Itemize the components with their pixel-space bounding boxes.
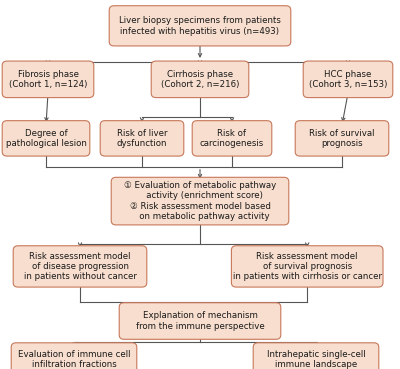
FancyBboxPatch shape <box>111 177 289 225</box>
Text: Fibrosis phase
(Cohort 1, n=124): Fibrosis phase (Cohort 1, n=124) <box>9 70 87 89</box>
Text: Risk assessment model
of survival prognosis
in patients with cirrhosis or cancer: Risk assessment model of survival progno… <box>233 252 382 281</box>
FancyBboxPatch shape <box>13 246 147 287</box>
FancyBboxPatch shape <box>11 343 137 369</box>
Text: HCC phase
(Cohort 3, n=153): HCC phase (Cohort 3, n=153) <box>309 70 387 89</box>
Text: Intrahepatic single-cell
immune landscape: Intrahepatic single-cell immune landscap… <box>267 350 365 369</box>
FancyBboxPatch shape <box>253 343 379 369</box>
FancyBboxPatch shape <box>119 303 281 339</box>
FancyBboxPatch shape <box>192 121 272 156</box>
FancyBboxPatch shape <box>109 6 291 46</box>
Text: Degree of
pathological lesion: Degree of pathological lesion <box>6 129 86 148</box>
FancyBboxPatch shape <box>2 61 94 98</box>
FancyBboxPatch shape <box>2 121 90 156</box>
Text: Risk assessment model
of disease progression
in patients without cancer: Risk assessment model of disease progres… <box>24 252 136 281</box>
Text: ① Evaluation of metabolic pathway
   activity (enrichment score)
② Risk assessme: ① Evaluation of metabolic pathway activi… <box>124 181 276 221</box>
Text: Risk of
carcinogenesis: Risk of carcinogenesis <box>200 129 264 148</box>
Text: Risk of liver
dysfunction: Risk of liver dysfunction <box>117 129 167 148</box>
Text: Explanation of mechanism
from the immune perspective: Explanation of mechanism from the immune… <box>136 311 264 331</box>
FancyBboxPatch shape <box>100 121 184 156</box>
FancyBboxPatch shape <box>295 121 389 156</box>
Text: Cirrhosis phase
(Cohort 2, n=216): Cirrhosis phase (Cohort 2, n=216) <box>161 70 239 89</box>
FancyBboxPatch shape <box>303 61 393 98</box>
Text: Risk of survival
prognosis: Risk of survival prognosis <box>309 129 375 148</box>
Text: Evaluation of immune cell
infiltration fractions: Evaluation of immune cell infiltration f… <box>18 350 130 369</box>
FancyBboxPatch shape <box>231 246 383 287</box>
FancyBboxPatch shape <box>151 61 249 98</box>
Text: Liver biopsy specimens from patients
infected with hepatitis virus (n=493): Liver biopsy specimens from patients inf… <box>119 16 281 35</box>
